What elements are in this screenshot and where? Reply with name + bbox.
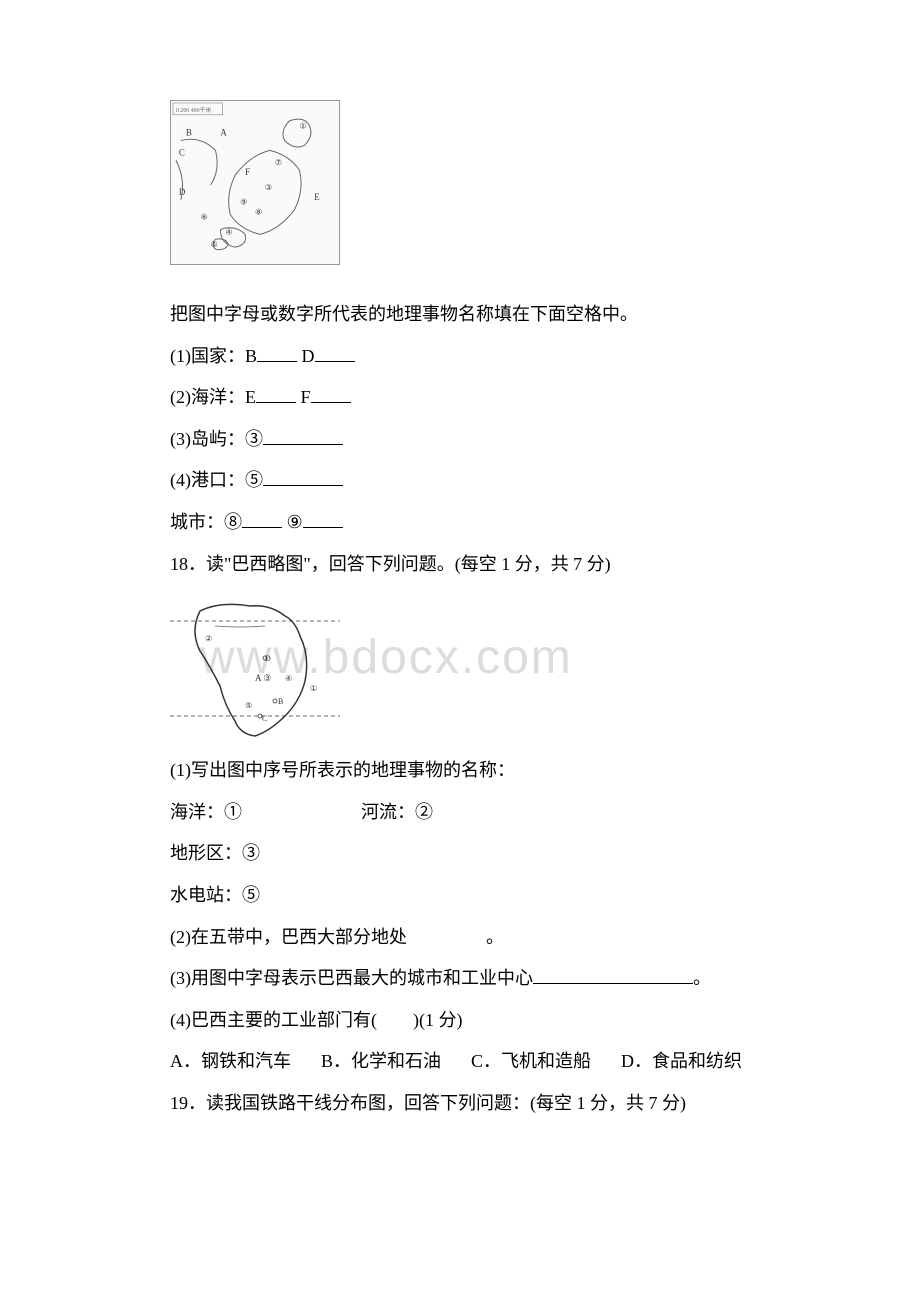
- q18-2-prefix: (2)在五带中，巴西大部分地处: [170, 927, 407, 947]
- svg-text:B: B: [186, 128, 192, 138]
- q18-sub1: (1)写出图中序号所表示的地理事物的名称：: [170, 751, 750, 791]
- option-c[interactable]: C．飞机和造船: [471, 1042, 591, 1082]
- svg-text:A: A: [220, 128, 227, 138]
- svg-text:E: E: [314, 192, 319, 202]
- river-label: 河流：②: [361, 802, 433, 822]
- svg-text:③: ③: [265, 183, 272, 192]
- q4-label: (4)港口：⑤: [170, 470, 263, 490]
- intro-text: 把图中字母或数字所代表的地理事物名称填在下面空格中。: [170, 295, 750, 335]
- q18-terrain: 地形区：③: [170, 834, 750, 874]
- svg-text:C: C: [262, 714, 267, 723]
- svg-text:B: B: [278, 697, 283, 706]
- blank-field[interactable]: [257, 344, 297, 362]
- q18-sub3: (3)用图中字母表示巴西最大的城市和工业中心 。: [170, 959, 750, 999]
- q1-sep: D: [297, 346, 315, 366]
- q18-ocean-river: 海洋：① 河流：②: [170, 793, 750, 833]
- q18-sub2: (2)在五带中，巴西大部分地处 。: [170, 918, 750, 958]
- q18-2-end: 。: [486, 927, 504, 947]
- svg-text:①: ①: [299, 122, 306, 131]
- q18-title: 18．读"巴西略图"，回答下列问题。(每空 1 分，共 7 分): [170, 545, 750, 585]
- svg-text:F: F: [245, 167, 250, 177]
- question-1: (1)国家：B D: [170, 337, 750, 377]
- svg-text:0 200 400千米: 0 200 400千米: [176, 106, 212, 114]
- blank-field[interactable]: [242, 510, 282, 528]
- japan-map-figure: 0 200 400千米 A B C D E F ① ③ ④ ⑤ ⑥ ⑦ ⑧ ⑨: [170, 100, 340, 265]
- svg-text:D: D: [265, 654, 271, 663]
- q19-title: 19．读我国铁路干线分布图，回答下列问题：(每空 1 分，共 7 分): [170, 1084, 750, 1124]
- option-b[interactable]: B．化学和石油: [321, 1042, 441, 1082]
- q2-label: (2)海洋：E: [170, 387, 256, 407]
- q2-sep: F: [296, 387, 311, 407]
- blank-field[interactable]: [311, 385, 351, 403]
- svg-text:⑥: ⑥: [201, 213, 208, 222]
- city-prefix: 城市：⑧: [170, 512, 242, 532]
- ocean-label: 海洋：①: [170, 802, 242, 822]
- question-4: (4)港口：⑤: [170, 461, 750, 501]
- blank-field[interactable]: [315, 344, 355, 362]
- q1-label: (1)国家：B: [170, 346, 257, 366]
- blank-field[interactable]: [303, 510, 343, 528]
- svg-text:C: C: [179, 147, 185, 157]
- q18-options: A．钢铁和汽车 B．化学和石油 C．飞机和造船 D．食品和纺织: [170, 1042, 750, 1082]
- svg-text:④: ④: [225, 227, 232, 236]
- question-2: (2)海洋：E F: [170, 378, 750, 418]
- svg-text:④: ④: [285, 674, 292, 683]
- q18-hydro: 水电站：⑤: [170, 876, 750, 916]
- svg-text:②: ②: [205, 634, 212, 643]
- question-3: (3)岛屿：③: [170, 420, 750, 460]
- blank-field[interactable]: [256, 385, 296, 403]
- svg-text:⑤: ⑤: [245, 701, 252, 710]
- document-content: 0 200 400千米 A B C D E F ① ③ ④ ⑤ ⑥ ⑦ ⑧ ⑨ …: [170, 100, 750, 1124]
- q18-sub4: (4)巴西主要的工业部门有( )(1 分): [170, 1001, 750, 1041]
- svg-text:⑧: ⑧: [255, 208, 262, 217]
- blank-field[interactable]: [263, 427, 343, 445]
- q18-3-prefix: (3)用图中字母表示巴西最大的城市和工业中心: [170, 968, 533, 988]
- q18-3-end: 。: [693, 968, 711, 988]
- city-line: 城市：⑧ ⑨: [170, 503, 750, 543]
- svg-text:⑦: ⑦: [275, 158, 282, 167]
- blank-field[interactable]: [263, 468, 343, 486]
- svg-text:⑤: ⑤: [211, 240, 218, 249]
- svg-text:①: ①: [310, 684, 317, 693]
- q3-label: (3)岛屿：③: [170, 429, 263, 449]
- svg-text:D: D: [179, 187, 186, 197]
- svg-text:⑨: ⑨: [240, 198, 247, 207]
- blank-field[interactable]: [533, 966, 693, 984]
- city-sep: ⑨: [282, 512, 303, 532]
- option-d[interactable]: D．食品和纺织: [621, 1042, 742, 1082]
- option-a[interactable]: A．钢铁和汽车: [170, 1042, 291, 1082]
- brazil-map-figure: ② D A ③ ④ ① B C ⑤: [170, 586, 340, 751]
- svg-text:A ③: A ③: [255, 673, 271, 683]
